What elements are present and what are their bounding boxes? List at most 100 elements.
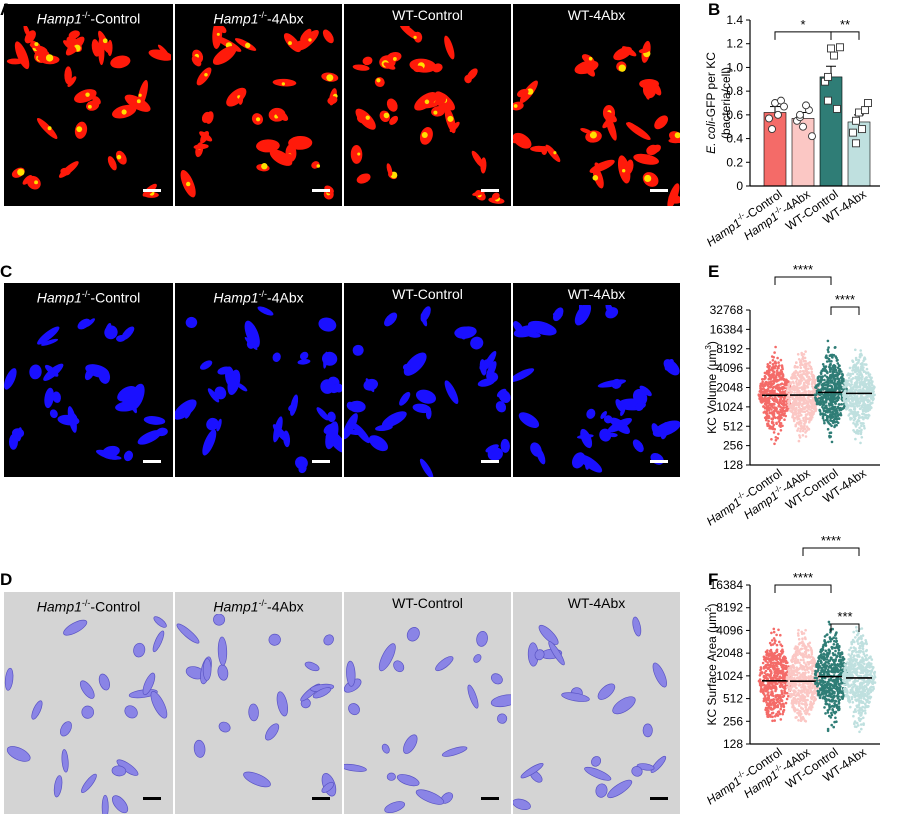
data-point — [761, 392, 765, 395]
data-point — [792, 657, 795, 660]
data-point — [803, 410, 807, 413]
cell-branch — [580, 128, 592, 134]
data-point — [792, 671, 795, 675]
data-point — [862, 697, 866, 700]
data-point — [859, 681, 863, 685]
data-point — [785, 382, 789, 386]
data-point — [796, 647, 799, 650]
data-point — [847, 653, 851, 656]
data-point — [861, 361, 864, 365]
data-point — [864, 711, 867, 715]
data-point — [852, 710, 856, 714]
data-point — [834, 699, 837, 703]
data-point — [763, 698, 767, 702]
data-point — [858, 355, 862, 358]
data-point — [846, 404, 849, 408]
data-point — [865, 665, 868, 668]
data-point — [768, 659, 771, 662]
bacteria-spot — [592, 175, 599, 181]
data-point — [809, 366, 813, 370]
data-point — [783, 418, 786, 421]
cell-shape — [202, 429, 217, 456]
data-point — [763, 388, 766, 392]
data-point — [813, 676, 817, 680]
data-point — [772, 694, 775, 698]
data-point — [816, 684, 820, 687]
data-point — [850, 652, 854, 656]
data-point — [767, 709, 770, 713]
data-point — [821, 363, 825, 366]
data-point — [789, 404, 792, 407]
tile-header-label: Hamp1-/--Control — [4, 592, 173, 615]
y-tick-label: 512 — [723, 692, 743, 706]
data-point — [835, 681, 838, 684]
data-point — [797, 390, 800, 393]
data-point — [844, 396, 847, 399]
data-point — [801, 637, 804, 640]
cell-branch — [356, 115, 364, 124]
data-point — [769, 665, 772, 668]
cell-shape — [495, 401, 507, 413]
data-point — [797, 634, 800, 637]
data-point — [833, 104, 841, 113]
data-point — [811, 672, 814, 675]
data-point — [810, 652, 814, 656]
data-point — [773, 442, 776, 446]
data-point — [796, 417, 800, 420]
data-point — [779, 425, 782, 428]
data-point — [797, 693, 801, 696]
cell-shape — [110, 55, 131, 69]
data-point — [787, 694, 790, 698]
cell-shape — [142, 672, 156, 696]
cell-shape — [603, 415, 613, 424]
bacteria-spot — [34, 42, 39, 47]
micrograph — [344, 614, 511, 814]
data-point — [799, 363, 802, 367]
data-point — [834, 710, 838, 714]
data-point — [864, 376, 868, 379]
cell-branch — [576, 434, 594, 439]
data-point — [778, 364, 781, 367]
data-point — [864, 639, 867, 642]
bacteria-spot — [121, 109, 127, 115]
data-point — [863, 404, 867, 407]
cell-shape — [8, 433, 19, 450]
cell-branch — [607, 432, 618, 438]
cell-branch — [17, 427, 23, 442]
data-point — [773, 392, 777, 395]
data-point — [765, 406, 768, 409]
data-point — [851, 701, 855, 704]
image-tile: Hamp1-/--4Abx — [173, 592, 342, 814]
data-point — [779, 676, 783, 680]
data-point — [795, 406, 798, 410]
cell-branch — [6, 58, 24, 65]
data-point — [831, 627, 834, 631]
micrograph-cells — [175, 306, 342, 474]
data-point — [779, 383, 782, 386]
data-point — [829, 384, 832, 387]
data-point — [831, 365, 835, 369]
data-point — [796, 668, 799, 672]
data-point — [829, 640, 832, 643]
data-point — [830, 406, 834, 409]
data-point — [854, 384, 857, 388]
cell-shape — [378, 643, 396, 672]
cell-shape — [513, 368, 535, 382]
data-point — [849, 374, 852, 378]
data-point — [849, 128, 857, 137]
data-point — [778, 640, 781, 644]
data-point — [863, 370, 866, 373]
data-point — [767, 419, 770, 423]
data-point — [829, 373, 832, 377]
data-point — [778, 375, 781, 378]
data-point — [830, 379, 834, 382]
data-point — [862, 412, 866, 416]
cell-shape — [381, 743, 390, 754]
data-point — [849, 662, 852, 665]
data-point — [830, 711, 833, 715]
data-point — [796, 353, 800, 356]
data-point — [815, 400, 819, 404]
cell-shape — [500, 438, 510, 453]
cell-branch — [327, 96, 338, 105]
data-point — [861, 690, 864, 694]
